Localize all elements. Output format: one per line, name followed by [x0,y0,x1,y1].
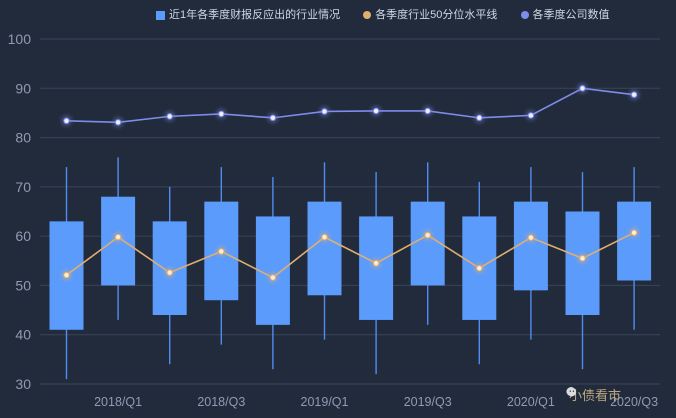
svg-text:90: 90 [15,80,31,96]
svg-text:40: 40 [15,327,31,343]
svg-text:2018/Q3: 2018/Q3 [197,395,245,409]
svg-text:100: 100 [8,31,32,47]
svg-text:2018/Q1: 2018/Q1 [94,395,142,409]
svg-text:50: 50 [15,277,31,293]
svg-text:2019/Q3: 2019/Q3 [404,395,452,409]
svg-text:30: 30 [15,376,31,392]
svg-text:80: 80 [15,130,31,146]
svg-text:2019/Q1: 2019/Q1 [301,395,349,409]
svg-text:2020/Q1: 2020/Q1 [507,395,555,409]
svg-text:60: 60 [15,228,31,244]
svg-text:70: 70 [15,179,31,195]
